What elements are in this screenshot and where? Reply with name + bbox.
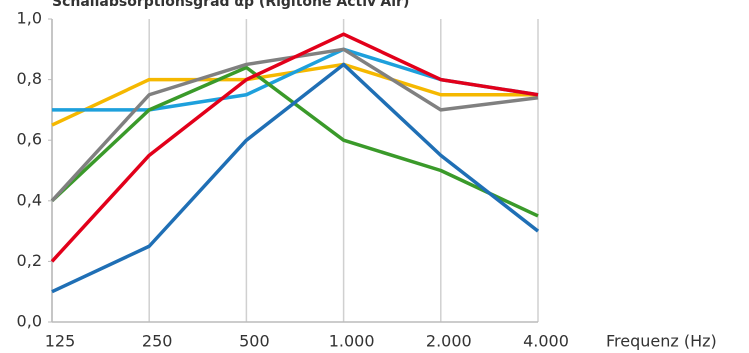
x-tick-label: 2.000 [426, 332, 472, 351]
y-tick-label: 0,2 [17, 251, 42, 270]
series-line [51, 62, 540, 294]
y-tick-label: 0,4 [17, 190, 42, 209]
chart-title: Schallabsorptionsgrad αp (Rigitone Activ… [52, 0, 409, 10]
x-tick-label: 1.000 [329, 332, 375, 351]
y-tick-label: 0,0 [17, 312, 42, 331]
x-tick-label: 500 [239, 332, 270, 351]
x-tick-label: 125 [45, 332, 76, 351]
series-line [50, 32, 539, 263]
x-tick-label: 4.000 [523, 332, 569, 351]
x-axis-label: Frequenz (Hz) [606, 332, 717, 351]
y-tick-label: 1,0 [17, 9, 42, 28]
y-tick-label: 0,8 [17, 69, 42, 88]
x-tick-label: 250 [142, 332, 173, 351]
y-tick-label: 0,6 [17, 130, 42, 149]
